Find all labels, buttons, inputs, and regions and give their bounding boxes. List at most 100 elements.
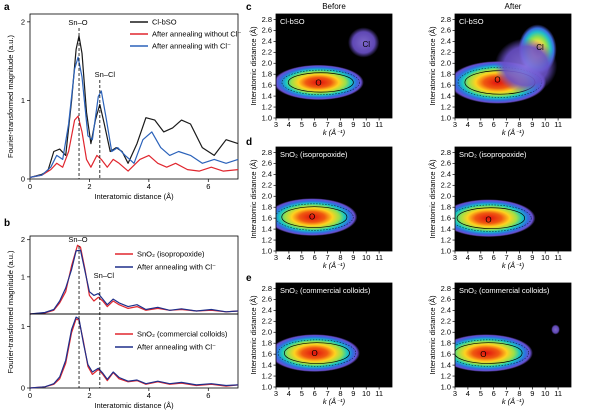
x-tick-label: 6: [206, 182, 210, 191]
series-line-2: [29, 56, 239, 178]
heatmap-contour: [284, 342, 350, 364]
x-tick-label: 11: [554, 389, 562, 398]
y-tick-label: 1.2: [441, 235, 451, 244]
x-tick-label: 8: [517, 120, 521, 129]
x-tick-label: 11: [554, 120, 562, 129]
y-tick-label: 1.6: [262, 213, 272, 222]
x-tick-label: 8: [517, 389, 521, 398]
x-tick-label: 0: [28, 182, 32, 191]
x-tick-label: 6: [206, 391, 210, 400]
heatmap-blob-1: [551, 324, 560, 335]
x-tick-label: 4: [287, 120, 291, 129]
y-tick-label: 1.8: [441, 203, 451, 212]
x-tick-label: 4: [147, 391, 151, 400]
x-tick-label: 8: [338, 389, 342, 398]
y-tick-label: 2.4: [441, 306, 451, 315]
x-tick-label: 6: [313, 389, 317, 398]
y-tick-label: 2.6: [441, 159, 451, 168]
map-title: Cl-bSO: [280, 17, 305, 26]
y-tick-label: 2.2: [441, 48, 451, 57]
y-tick-label: 1.0: [441, 382, 451, 391]
y-tick-label: 1.4: [262, 360, 272, 369]
y-tick-label: 2.8: [262, 284, 272, 293]
x-tick-label: 7: [325, 253, 329, 262]
x-tick-label: 8: [517, 253, 521, 262]
x-tick-label: 9: [530, 253, 534, 262]
y-tick-label: 1.6: [262, 349, 272, 358]
x-axis-label: k (Å⁻¹): [323, 261, 346, 270]
y-tick-label: 2.2: [441, 181, 451, 190]
x-tick-label: 8: [338, 120, 342, 129]
heatmap-blob-0: [276, 198, 358, 236]
map-title: SnO₂ (isopropoxide): [459, 150, 527, 159]
x-tick-label: 5: [479, 389, 483, 398]
panel-label: c: [246, 2, 252, 13]
y-tick-label: 2: [21, 17, 25, 26]
y-axis-label: Interatomic distance (Å): [428, 159, 437, 239]
x-tick-label: 6: [313, 120, 317, 129]
x-tick-label: 6: [313, 253, 317, 262]
y-tick-label: 1.0: [262, 113, 272, 122]
y-tick-label: 1: [21, 272, 25, 281]
x-tick-label: 11: [375, 253, 383, 262]
x-tick-label: 10: [541, 253, 549, 262]
x-tick-label: 5: [300, 253, 304, 262]
y-tick-label: 1.0: [262, 246, 272, 255]
y-tick-label: 2.6: [441, 295, 451, 304]
heatmap-background: [276, 283, 392, 387]
x-tick-label: 7: [325, 120, 329, 129]
annotation-label: Sn–O: [68, 18, 87, 27]
y-tick-label: 1.4: [441, 91, 451, 100]
y-axis-label: Interatomic distance (Å): [249, 26, 258, 106]
y-tick-label: 2.4: [262, 306, 272, 315]
x-tick-label: 4: [466, 253, 470, 262]
x-tick-label: 4: [147, 182, 151, 191]
y-tick-label: 2.0: [262, 328, 272, 337]
heatmap-frame: [454, 13, 572, 119]
heatmap-frame: [454, 146, 572, 252]
y-tick-label: 2.4: [441, 37, 451, 46]
y-tick-label: 2.8: [262, 148, 272, 157]
x-tick-label: 10: [362, 389, 370, 398]
heatmap-frame: [454, 282, 572, 388]
x-tick-label: 10: [541, 389, 549, 398]
y-tick-label: 1.8: [441, 70, 451, 79]
heatmap-map: [455, 283, 571, 387]
legend-label: After annealing with Cl⁻: [137, 263, 216, 272]
region-label: O: [485, 215, 491, 224]
y-tick-label: 2.4: [262, 170, 272, 179]
y-tick-label: 2: [21, 235, 25, 244]
x-axis-label: k (Å⁻¹): [502, 397, 525, 406]
x-tick-label: 0: [28, 391, 32, 400]
x-axis-label: k (Å⁻¹): [502, 128, 525, 137]
series-line-1: [29, 115, 239, 178]
x-axis-label: k (Å⁻¹): [502, 261, 525, 270]
x-tick-label: 2: [87, 182, 91, 191]
heatmap-blob-2: [494, 38, 558, 94]
y-tick-label: 2.4: [441, 170, 451, 179]
y-axis-label: Interatomic distance (Å): [428, 295, 437, 375]
heatmap-contour-dashed: [277, 339, 357, 367]
region-label: O: [315, 78, 321, 87]
x-tick-label: 9: [351, 389, 355, 398]
y-tick-label: 0: [21, 384, 25, 393]
y-tick-label: 2.2: [262, 181, 272, 190]
y-tick-label: 1.2: [441, 102, 451, 111]
y-axis-label: Interatomic distance (Å): [428, 26, 437, 106]
x-tick-label: 10: [362, 253, 370, 262]
y-tick-label: 1.4: [262, 91, 272, 100]
y-tick-label: 2.8: [441, 148, 451, 157]
x-tick-label: 7: [325, 389, 329, 398]
x-tick-label: 4: [466, 120, 470, 129]
y-tick-label: 1.2: [262, 102, 272, 111]
map-title: SnO₂ (isopropoxide): [280, 150, 348, 159]
heatmap-map: [455, 147, 571, 251]
heatmap-frame: [275, 146, 393, 252]
y-tick-label: 1.2: [262, 371, 272, 380]
y-tick-label: 2.6: [262, 295, 272, 304]
heatmap-blob-1: [347, 27, 380, 58]
x-tick-label: 7: [504, 253, 508, 262]
x-tick-label: 7: [504, 389, 508, 398]
plot-frame: [29, 313, 239, 389]
y-axis-label: Interatomic distance (Å): [249, 159, 258, 239]
